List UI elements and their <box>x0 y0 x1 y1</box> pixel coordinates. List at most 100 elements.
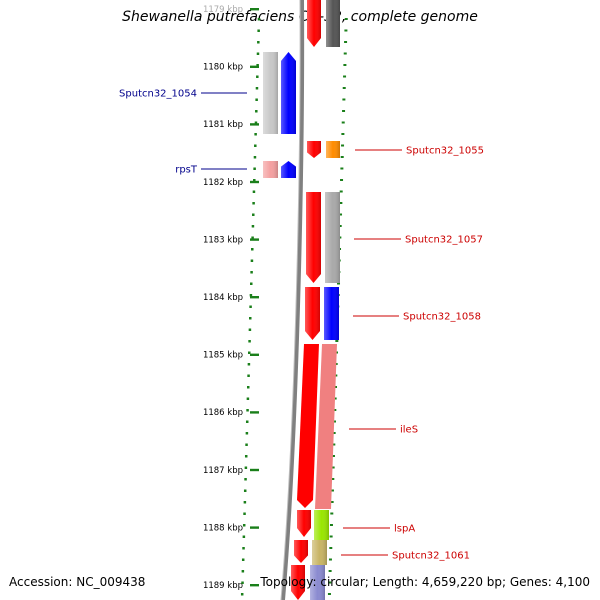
ruler-dot <box>335 340 339 342</box>
feature-lime-block-shade <box>314 510 329 540</box>
ruler-dot <box>253 167 256 170</box>
feature-1055-arrow-shade <box>307 141 321 158</box>
ruler-dot <box>246 386 250 389</box>
ruler-dot <box>243 512 246 515</box>
ruler-dot <box>341 121 345 124</box>
feature-purple-bottom-shade <box>310 565 325 600</box>
ruler-dot <box>340 179 344 181</box>
ruler-dot <box>333 409 337 411</box>
gene-label-right: ileS <box>400 425 418 436</box>
feature-red-bottom-shade <box>291 565 305 600</box>
gene-label-right: Sputcn32_1055 <box>406 146 484 157</box>
ruler-dot <box>331 478 335 480</box>
ruler-dot <box>245 443 248 446</box>
ruler-dot <box>250 271 253 274</box>
feature-rpsT-arrow-shade <box>281 161 296 178</box>
ruler-dot <box>340 167 344 170</box>
tick-label: 1186 kbp <box>203 408 243 418</box>
ruler-dot <box>339 213 343 216</box>
ruler-dot <box>332 420 336 423</box>
tick-label: 1183 kbp <box>203 235 243 245</box>
ruler-dot <box>330 501 334 503</box>
ruler-dot <box>329 535 333 538</box>
tick-label: 1180 kbp <box>203 63 243 73</box>
ruler-dot <box>249 294 253 297</box>
ruler-dot <box>328 570 332 572</box>
ruler-dot <box>344 29 348 32</box>
feature-blue-block-shade <box>324 287 339 340</box>
tick-mark <box>250 584 259 587</box>
ruler-dot <box>253 156 257 159</box>
ruler-dot <box>254 121 258 124</box>
ruler-dot <box>248 328 252 331</box>
backbone-highlight <box>280 0 301 600</box>
tick-mark <box>250 180 259 184</box>
feature-lspA-arrow-shade <box>297 510 311 537</box>
tick-mark <box>250 296 259 299</box>
gene-label-right: Sputcn32_1061 <box>392 551 470 562</box>
topology-text: Topology: circular; Length: 4,659,220 bp… <box>260 575 590 589</box>
ruler-dot <box>244 455 248 458</box>
feature-orange-block-shade <box>326 141 340 158</box>
ruler-dot <box>331 455 335 457</box>
ruler-dot <box>243 489 247 492</box>
ruler-dot <box>250 282 253 285</box>
feature-lightgray-block-shade <box>263 52 278 134</box>
ruler-dot <box>340 156 344 158</box>
ruler-dot <box>256 52 260 55</box>
gene-labels: Sputcn32_1054 rpsT Sputcn32_1055 Sputcn32_1… <box>119 89 484 562</box>
tick-mark <box>250 526 259 529</box>
tick-label: 1188 kbp <box>203 523 243 533</box>
ruler-dot <box>241 558 245 561</box>
tick-mark <box>250 238 259 241</box>
ruler-dot <box>255 110 258 113</box>
tick-label: 1182 kbp <box>203 178 243 188</box>
feature-pink-block-shade <box>263 161 278 178</box>
tick-label: 1185 kbp <box>203 351 243 361</box>
ruler-dot <box>342 110 346 112</box>
ruler-dot <box>343 52 347 55</box>
gene-label-right: Sputcn32_1057 <box>405 235 483 246</box>
ruler-dot <box>247 363 251 366</box>
feature-gray-block-shade <box>325 192 340 283</box>
ruler-dot <box>344 18 348 20</box>
ruler-dot <box>244 478 247 481</box>
feature-pink-long <box>315 344 337 509</box>
ruler-dot <box>251 248 254 251</box>
ruler-dot <box>330 512 334 515</box>
ruler-dot <box>243 501 247 504</box>
tick-label: 1187 kbp <box>203 466 243 476</box>
ruler-dot <box>249 317 252 320</box>
ruler-dot <box>245 432 249 435</box>
tick-mark <box>250 353 259 356</box>
backbone-line <box>281 0 305 600</box>
ruler-dot <box>242 535 246 538</box>
ruler-dot <box>241 570 245 573</box>
gene-label-right: lspA <box>394 524 415 535</box>
ruler-dot <box>256 64 259 67</box>
ruler-dot <box>252 202 255 205</box>
ruler-dot <box>337 282 341 285</box>
accession-text: Accession: NC_009438 <box>9 575 146 589</box>
ruler-dot <box>242 524 246 527</box>
tick-mark <box>250 468 259 472</box>
ruler-dot <box>250 259 254 262</box>
ruler-dot <box>255 98 258 101</box>
ruler-dot <box>341 144 345 147</box>
ruler-dot <box>343 75 347 78</box>
ruler-dot <box>339 202 343 204</box>
ruler-dot <box>328 558 332 561</box>
ruler-dot <box>329 547 333 549</box>
ruler-dot <box>246 397 250 400</box>
ruler-dot <box>254 144 257 147</box>
ruler-dot <box>244 466 248 469</box>
ruler-dot <box>249 305 252 308</box>
tick-label: 1189 kbp <box>203 581 243 591</box>
ruler-dot <box>328 581 332 584</box>
tick-label: 1181 kbp <box>203 120 243 130</box>
tick-mark <box>250 8 259 11</box>
ruler-dot <box>251 225 255 228</box>
ruler-dot <box>342 87 346 89</box>
ruler-dot <box>329 524 333 526</box>
